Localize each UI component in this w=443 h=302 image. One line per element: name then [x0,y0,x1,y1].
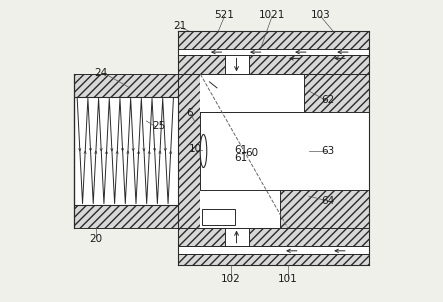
Bar [200,74,369,228]
Text: 1021: 1021 [259,10,285,20]
Bar [74,97,181,205]
Bar [200,190,280,228]
Bar [200,74,304,112]
Bar [225,228,249,246]
Text: 64: 64 [322,196,335,206]
Text: 103: 103 [311,10,330,20]
Bar [178,228,369,246]
Bar [178,31,369,49]
Text: 521: 521 [214,10,234,20]
Bar [178,246,369,254]
Text: 24: 24 [95,68,108,78]
Ellipse shape [200,134,207,168]
Text: 61: 61 [234,145,248,156]
Text: 63: 63 [322,146,335,156]
Bar [74,74,181,97]
Bar [178,49,369,55]
Bar [74,205,181,228]
Text: 10: 10 [188,144,202,154]
Bar [225,55,249,74]
Text: 102: 102 [221,274,241,284]
Bar [202,209,235,225]
Bar [200,74,369,112]
Text: 62: 62 [322,95,335,105]
Bar [200,190,369,228]
Text: 20: 20 [89,234,102,244]
Text: 60: 60 [245,148,258,159]
Text: 25: 25 [152,121,166,131]
Bar [178,55,369,74]
Text: 61: 61 [234,153,248,163]
Text: 6: 6 [186,108,193,117]
Bar [178,74,200,228]
Text: 21: 21 [173,21,186,31]
Bar [178,254,369,265]
Text: 101: 101 [278,274,298,284]
